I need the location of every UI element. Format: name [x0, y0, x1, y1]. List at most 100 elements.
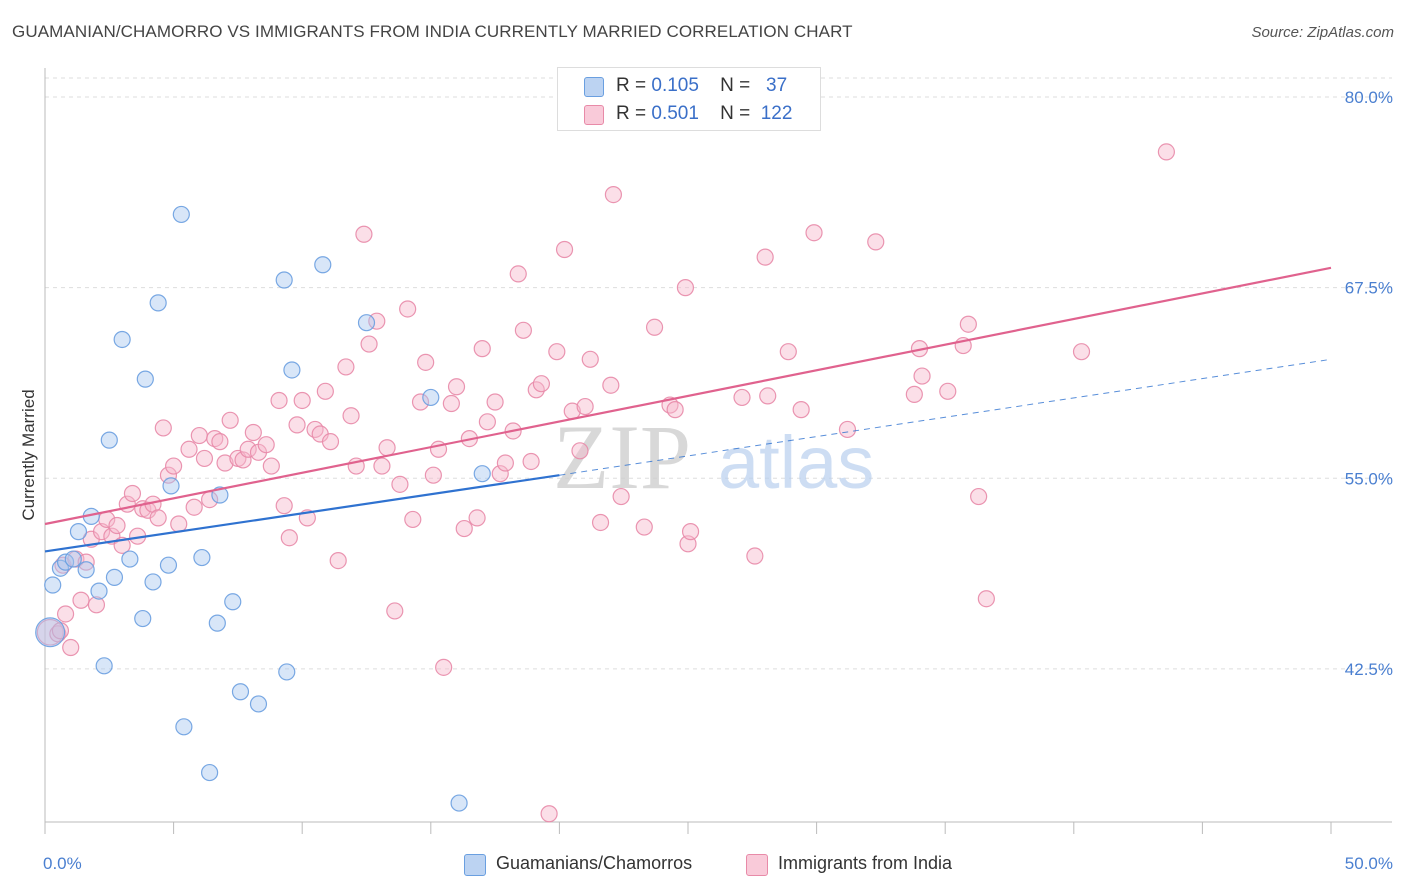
legend: R = 0.105 N = 37 R = 0.501 N = 122: [557, 67, 821, 131]
india-point: [211, 433, 229, 451]
india-point: [581, 350, 599, 368]
guamanian-point: [69, 523, 88, 541]
guamanian-point: [159, 556, 178, 574]
india-point: [486, 393, 504, 411]
india-point: [435, 658, 453, 676]
guamanian-point: [422, 388, 440, 407]
legend-n-label: N =: [720, 103, 751, 124]
y-axis-label: Currently Married: [19, 389, 38, 520]
guamanian-point: [105, 568, 124, 586]
india-point: [321, 433, 340, 451]
india-point: [733, 388, 751, 407]
india-point: [792, 401, 810, 419]
india-point: [293, 391, 311, 410]
india-point: [56, 605, 75, 623]
india-point: [514, 321, 532, 339]
guamanian-trend-line: [44, 474, 560, 553]
trend-lines: [44, 266, 1332, 553]
india-point: [555, 240, 574, 259]
india-point: [676, 279, 695, 297]
guamanian-point: [121, 550, 139, 568]
guamanian-point: [77, 561, 95, 579]
tick-labels: 42.5% 55.0% 67.5% 80.0% 0.0% 50.0%: [43, 88, 1393, 873]
guamanian-point: [90, 582, 108, 600]
guamanian-point: [134, 609, 152, 628]
india-point: [602, 376, 620, 394]
legend-r-label: R =: [616, 103, 647, 124]
india-point: [645, 318, 664, 336]
guamanian-point: [172, 205, 190, 224]
india-point: [399, 300, 417, 318]
india-point: [195, 449, 214, 468]
guamanian-points: [35, 205, 491, 812]
watermark-atlas: atlas: [718, 421, 874, 504]
y-tick-label: 55.0%: [1345, 469, 1393, 488]
india-point: [491, 465, 509, 483]
guamanian-point: [473, 465, 491, 483]
india-point: [604, 186, 623, 204]
india-point: [913, 367, 931, 385]
guamanian-point: [314, 256, 332, 274]
india-point: [977, 590, 995, 608]
guamanian-point: [249, 695, 268, 713]
guamanian-point: [44, 576, 62, 594]
series-label-india: Immigrants from India: [778, 853, 953, 873]
guamanian-point: [201, 763, 219, 782]
india-point: [532, 375, 550, 393]
guamanian-trend-line-dashed: [559, 358, 1332, 476]
india-point: [234, 451, 252, 469]
guamanian-point: [64, 550, 82, 568]
india-point: [149, 509, 167, 527]
guamanian-point: [149, 294, 167, 312]
series-swatch-pink: [746, 854, 768, 876]
india-point: [206, 430, 224, 448]
india-point: [1157, 143, 1175, 161]
guamanian-point: [113, 330, 131, 349]
axes: [44, 68, 1392, 834]
india-point: [154, 419, 172, 437]
india-point: [159, 466, 178, 484]
chart-title: GUAMANIAN/CHAMORRO VS IMMIGRANTS FROM IN…: [12, 22, 853, 41]
india-point: [288, 416, 306, 434]
watermark-zip: ZIP: [553, 406, 691, 508]
india-trend-line: [44, 266, 1332, 526]
india-point: [756, 248, 774, 266]
guamanian-point: [144, 573, 162, 591]
guamanian-point: [35, 617, 66, 648]
india-point: [170, 515, 188, 533]
india-point: [867, 233, 885, 251]
india-point: [496, 454, 514, 472]
india-point: [468, 509, 486, 527]
india-point: [337, 358, 355, 376]
guamanian-point: [100, 431, 118, 449]
india-point: [386, 602, 404, 620]
india-point: [571, 442, 589, 460]
india-point: [108, 516, 126, 535]
india-point: [939, 382, 957, 400]
india-point: [455, 519, 473, 538]
guamanian-point: [95, 657, 113, 675]
guamanian-point: [278, 663, 296, 681]
guamanian-point: [283, 361, 301, 379]
india-point: [959, 315, 977, 333]
india-point: [478, 413, 496, 431]
india-point: [355, 225, 373, 243]
legend-r-label: R =: [616, 75, 647, 96]
india-point: [280, 529, 298, 547]
india-point: [548, 343, 566, 361]
india-point: [473, 340, 491, 358]
india-point: [591, 513, 610, 532]
india-point: [404, 510, 422, 529]
india-point: [540, 805, 558, 823]
india-point: [373, 457, 391, 475]
india-point: [221, 411, 239, 429]
india-point: [509, 265, 527, 283]
india-point: [360, 335, 378, 353]
india-point: [190, 426, 208, 445]
india-point: [378, 439, 396, 457]
watermark: ZIP atlas: [553, 406, 874, 508]
legend-swatch-pink: [584, 105, 604, 125]
india-point: [666, 401, 684, 419]
guamanian-point: [162, 477, 180, 495]
